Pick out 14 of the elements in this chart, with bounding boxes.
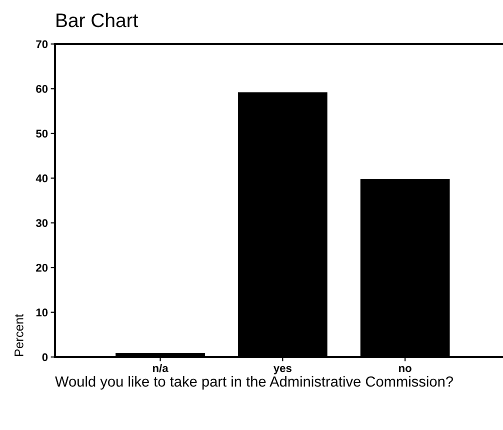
y-tick-label: 0 — [42, 353, 48, 362]
y-tick-label: 10 — [36, 308, 48, 316]
y-tick-label: 70 — [36, 40, 48, 48]
y-tick-label: 40 — [36, 174, 48, 182]
y-tick-label: 20 — [36, 264, 48, 272]
y-tick-label: 30 — [36, 219, 48, 228]
y-tick-label: 60 — [36, 84, 48, 93]
x-tick-label: yes — [273, 366, 292, 374]
x-tick-label: no — [399, 366, 412, 372]
y-tick-label: 50 — [36, 130, 48, 138]
x-axis-title: Would you like to take part in the Administrative Commission? — [55, 376, 453, 390]
y-axis-title: Percent — [14, 314, 24, 356]
chart-title: Bar Chart — [56, 12, 138, 28]
x-tick-label: n/a — [152, 364, 168, 372]
